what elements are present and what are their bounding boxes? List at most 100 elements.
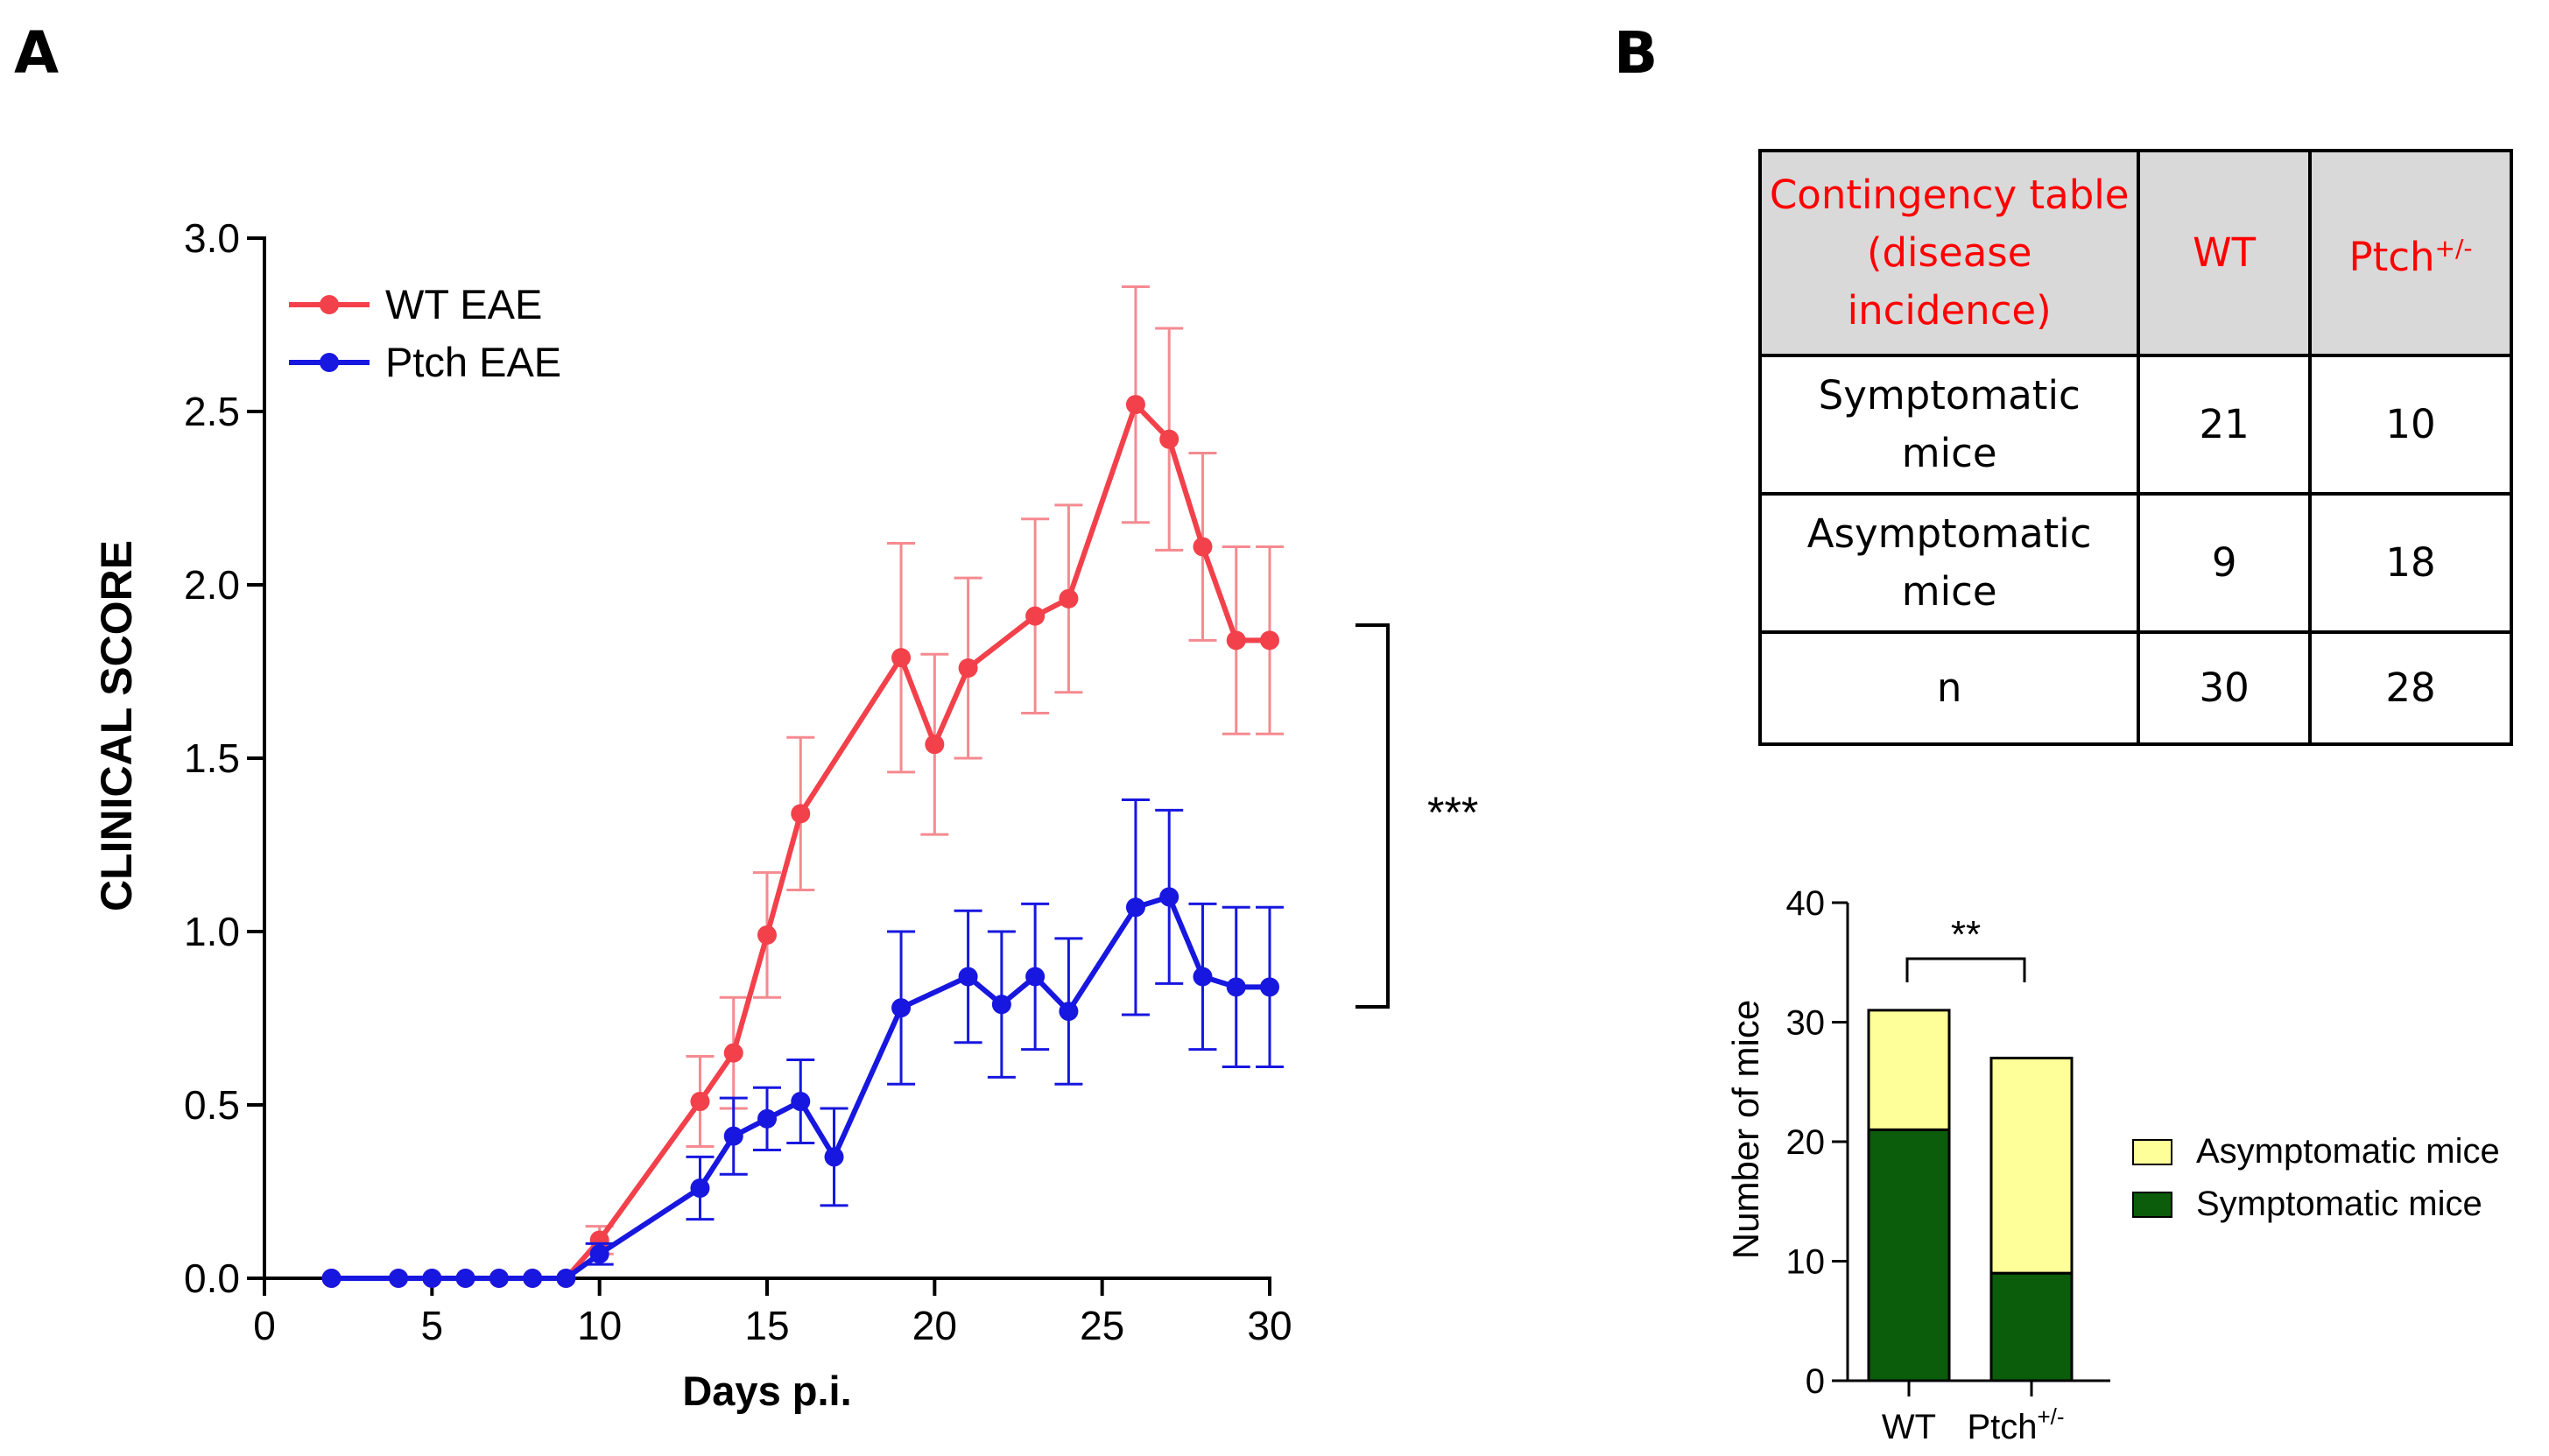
panel-label-b: B	[1614, 19, 1658, 87]
data-point	[1260, 977, 1279, 997]
y-tick-label: 3.0	[184, 215, 240, 261]
data-point	[991, 995, 1011, 1015]
data-point	[589, 1230, 609, 1250]
bar-y-tick-label: 20	[1786, 1123, 1826, 1162]
y-tick-label: 1.0	[184, 909, 240, 954]
data-point	[1193, 967, 1213, 987]
legend-asymptomatic-label: Asymptomatic mice	[2196, 1132, 2500, 1171]
cell-ptch: 28	[2307, 630, 2514, 746]
x-tick-label: 10	[577, 1303, 622, 1348]
data-point	[455, 1269, 475, 1288]
significance-stars: ***	[1427, 788, 1478, 837]
data-point	[523, 1269, 543, 1288]
x-tick-label: 30	[1247, 1303, 1292, 1348]
data-point	[723, 1126, 743, 1146]
bar-significance-stars: **	[1951, 913, 1981, 956]
cell-wt: 30	[2137, 630, 2312, 746]
legend-asymptomatic-swatch	[2132, 1139, 2172, 1165]
data-point	[791, 804, 811, 824]
data-point	[757, 925, 777, 945]
table-header-ptch: Ptch+/-	[2307, 149, 2514, 357]
data-point	[1159, 887, 1179, 907]
data-point	[1159, 429, 1179, 449]
x-tick-label: 0	[253, 1303, 276, 1348]
data-point	[1226, 977, 1246, 997]
data-point	[1125, 897, 1145, 918]
data-point	[389, 1269, 409, 1288]
data-point	[1125, 395, 1145, 415]
x-tick-label: 15	[744, 1303, 789, 1348]
cell-wt: 21	[2137, 354, 2312, 496]
data-point	[958, 967, 978, 987]
bar-y-tick-label: 30	[1786, 1004, 1826, 1043]
series-ptch-eae	[321, 798, 1284, 1288]
y-tick-label: 2.0	[184, 562, 240, 608]
data-point	[556, 1269, 576, 1288]
data-point	[1059, 588, 1079, 608]
panel-label-a: A	[14, 19, 60, 87]
data-point	[791, 1092, 811, 1112]
bar-category-wt: WT	[1882, 1408, 1936, 1446]
bar-significance-bracket: **	[1905, 913, 2026, 982]
data-point	[489, 1269, 509, 1288]
data-point	[589, 1244, 609, 1264]
data-point	[1025, 606, 1046, 626]
bar-ptch-asymptomatic	[1989, 1056, 2074, 1275]
bar-category-ptch: Ptch+/-	[1967, 1403, 2064, 1446]
x-tick-label: 25	[1080, 1303, 1124, 1348]
line-chart-legend: WT EAE Ptch EAE	[289, 281, 561, 385]
cell-ptch: 10	[2307, 354, 2514, 496]
data-point	[1226, 630, 1246, 651]
data-point	[690, 1092, 710, 1112]
table-row: Symptomatic mice 21 10	[1757, 354, 2514, 496]
bar-chart-bars	[1867, 1009, 2074, 1382]
y-tick-label: 0.5	[184, 1082, 240, 1128]
y-axis-label: CLINICAL SCORE	[92, 540, 141, 911]
contingency-table: Contingency table (disease incidence) WT…	[1757, 149, 2514, 746]
x-tick-label: 20	[912, 1303, 957, 1348]
data-point	[690, 1178, 710, 1199]
table-row: n 30 28	[1757, 630, 2514, 746]
data-point	[723, 1043, 743, 1063]
legend-ptch-marker	[320, 353, 339, 372]
y-tick-label: 0.0	[184, 1256, 240, 1301]
bar-y-axis-label: Number of mice	[1725, 1000, 1766, 1259]
x-tick-label: 5	[421, 1303, 444, 1348]
bar-wt-symptomatic	[1867, 1128, 1951, 1382]
bar-chart-axes: 0 10 20 30 40	[1786, 884, 2110, 1401]
table-header-wt: WT	[2137, 149, 2312, 357]
data-point	[757, 1108, 777, 1129]
bar-ptch-symptomatic	[1989, 1271, 2074, 1382]
clinical-score-line-chart: 0.0 0.5 1.0 1.5 2.0 2.5 3.0 0 5 10 15 20 25 30 WT EAE…	[92, 215, 1478, 1414]
x-axis-label: Days p.i.	[682, 1368, 851, 1414]
cell-wt: 9	[2137, 492, 2312, 634]
data-point	[958, 658, 978, 679]
data-point	[925, 735, 945, 755]
significance-bracket: ***	[1355, 623, 1478, 1009]
line-chart-series	[321, 285, 1284, 1288]
table-header-title: Contingency table (disease incidence)	[1757, 149, 2141, 357]
y-tick-label: 2.5	[184, 389, 240, 434]
bar-y-tick-label: 0	[1806, 1362, 1825, 1401]
cell-ptch: 18	[2307, 492, 2514, 634]
table-row: Asymptomatic mice 9 18	[1757, 492, 2514, 634]
legend-wt-marker	[320, 295, 339, 314]
series-wt-eae	[321, 285, 1284, 1288]
legend-symptomatic-label: Symptomatic mice	[2196, 1185, 2482, 1223]
data-point	[321, 1269, 342, 1288]
y-tick-label: 1.5	[184, 735, 240, 781]
bar-wt-asymptomatic	[1867, 1009, 1951, 1131]
bar-legend: Asymptomatic mice Symptomatic mice	[2132, 1132, 2500, 1223]
data-point	[1059, 1002, 1079, 1022]
row-label: Asymptomatic mice	[1757, 492, 2141, 634]
table-header-row: Contingency table (disease incidence) WT…	[1757, 149, 2514, 357]
bar-y-tick-label: 10	[1786, 1243, 1826, 1282]
legend-symptomatic-swatch	[2132, 1192, 2172, 1218]
line-chart-axes: 0.0 0.5 1.0 1.5 2.0 2.5 3.0 0 5 10 15 20 25 30	[184, 215, 1292, 1348]
data-point	[1025, 967, 1046, 987]
data-point	[1193, 537, 1213, 557]
row-label: n	[1757, 630, 2141, 746]
data-point	[1260, 630, 1279, 651]
bar-y-tick-label: 40	[1786, 884, 1826, 923]
data-point	[891, 648, 912, 668]
